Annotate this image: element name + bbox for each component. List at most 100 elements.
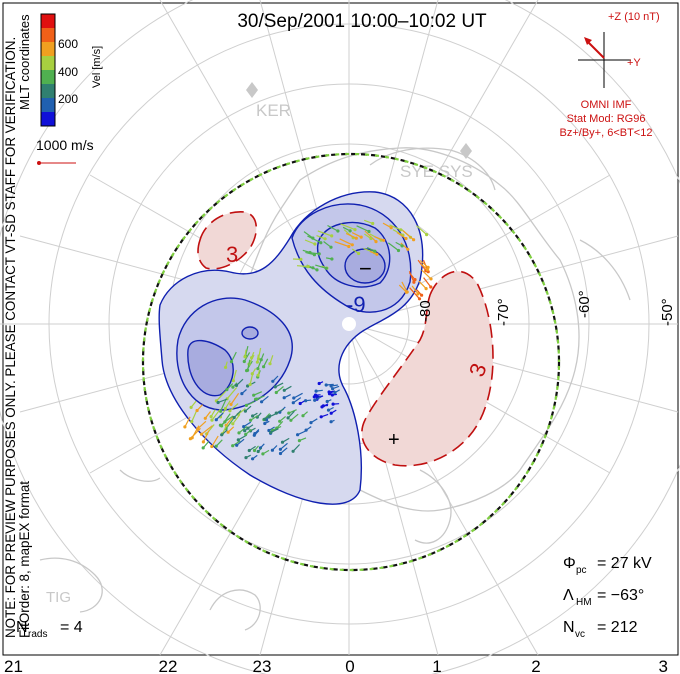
vector-origin: [282, 388, 286, 392]
velocity-vector: [184, 416, 191, 428]
colorbar-tick-200: 200: [58, 92, 78, 106]
vector-origin: [223, 407, 227, 411]
scale-vector: 1000 m/s: [36, 137, 94, 165]
vector-origin: [189, 405, 193, 409]
vector-origin: [357, 251, 361, 256]
vector-origin: [253, 397, 258, 401]
vector-origin: [246, 384, 250, 388]
colorbar-swatch: [41, 112, 55, 127]
vector-origin: [313, 242, 317, 246]
mlt-label-21: 21: [4, 657, 23, 674]
vector-origin: [325, 399, 329, 404]
vector-origin: [347, 244, 351, 249]
vector-origin: [282, 396, 286, 400]
vector-origin: [278, 451, 283, 456]
vector-origin: [268, 362, 272, 366]
vector-origin: [348, 229, 352, 233]
vector-origin: [260, 400, 264, 404]
svg-text:= 4: = 4: [60, 619, 83, 636]
vector-origin: [426, 265, 430, 269]
vector-origin: [306, 264, 310, 269]
vector-origin: [220, 433, 224, 437]
vector-origin: [412, 280, 416, 284]
mlt-axis: 21 22 23 0 1 2 3: [4, 657, 668, 674]
vector-origin: [201, 446, 205, 450]
velocity-vector: [327, 224, 339, 232]
vector-origin: [223, 420, 227, 424]
svg-text:Φ: Φ: [563, 555, 576, 572]
velocity-vector: [296, 265, 309, 268]
vector-origin: [299, 257, 303, 261]
velocity-vector: [387, 242, 399, 251]
svg-text:N: N: [563, 619, 575, 636]
vector-origin: [304, 428, 308, 432]
vector-origin: [289, 418, 293, 422]
vector-origin: [278, 447, 282, 451]
vector-origin: [244, 456, 248, 460]
vector-origin: [367, 229, 371, 234]
vector-origin: [382, 238, 386, 242]
vector-origin: [291, 449, 295, 453]
negative-contour-small: [241, 326, 259, 340]
vector-origin: [243, 409, 247, 413]
velocity-vector: [304, 239, 316, 245]
fitorder-note: FitOrder: 8, mapEX format: [17, 481, 32, 638]
vector-origin: [273, 385, 277, 389]
velocity-vector: [238, 426, 248, 434]
colorbar-swatches: [41, 14, 55, 127]
lat-label-50: -50°: [659, 298, 676, 326]
vector-origin: [201, 440, 205, 444]
vector-origin: [292, 396, 296, 400]
vector-origin: [406, 247, 410, 251]
vector-origin: [256, 367, 260, 371]
stat-n-rads: N rads = 4: [16, 619, 83, 640]
velocity-vector: [398, 284, 407, 293]
colorbar-swatch: [41, 84, 55, 99]
vector-origin: [183, 425, 187, 429]
imf-condition: Bz+/By+, 6<BT<12: [560, 127, 653, 139]
mlt-label-22: 22: [159, 657, 178, 674]
vector-origin: [312, 253, 316, 257]
vector-origin: [309, 421, 313, 425]
vector-origin: [224, 365, 228, 369]
stat-n-vc: N vc = 212: [563, 619, 638, 640]
velocity-vector: [201, 425, 213, 435]
mlt-label-23: 23: [253, 657, 272, 674]
vector-origin: [256, 373, 260, 377]
vector-origin: [333, 391, 337, 395]
velocity-vector: [202, 430, 210, 443]
mlt-label-1: 1: [432, 657, 441, 674]
vector-origin: [330, 257, 334, 261]
velocity-vector: [211, 435, 219, 447]
colorbar-swatch: [41, 70, 55, 85]
vector-origin: [424, 287, 428, 291]
vector-origin: [404, 236, 408, 241]
negative-contour-core-left: [187, 339, 234, 397]
vector-origin: [262, 365, 266, 369]
vector-origin: [331, 402, 335, 406]
svg-text:= −63°: = −63°: [597, 587, 644, 604]
velocity-vector: [247, 359, 251, 371]
vector-origin: [256, 449, 260, 454]
vector-origin: [263, 417, 267, 421]
vector-origin: [314, 389, 318, 393]
svg-text:rads: rads: [28, 629, 47, 640]
vector-origin: [231, 444, 235, 448]
vector-origin: [218, 423, 222, 427]
vector-origin: [228, 409, 232, 413]
vector-origin: [311, 236, 315, 240]
vector-origin: [255, 360, 259, 364]
svg-text:= 212: = 212: [597, 619, 638, 636]
imf-y-label: +Y: [627, 57, 641, 69]
lat-label-80: -80: [417, 300, 434, 322]
vector-origin: [210, 418, 214, 422]
svg-text:vc: vc: [575, 629, 585, 640]
vector-origin: [324, 383, 328, 387]
vector-origin: [350, 243, 354, 247]
velocity-vector: [225, 418, 235, 430]
vector-origin: [190, 420, 194, 424]
vector-origin: [417, 297, 422, 301]
vector-origin: [252, 393, 256, 397]
positive-potential-cell-small: [197, 211, 258, 270]
